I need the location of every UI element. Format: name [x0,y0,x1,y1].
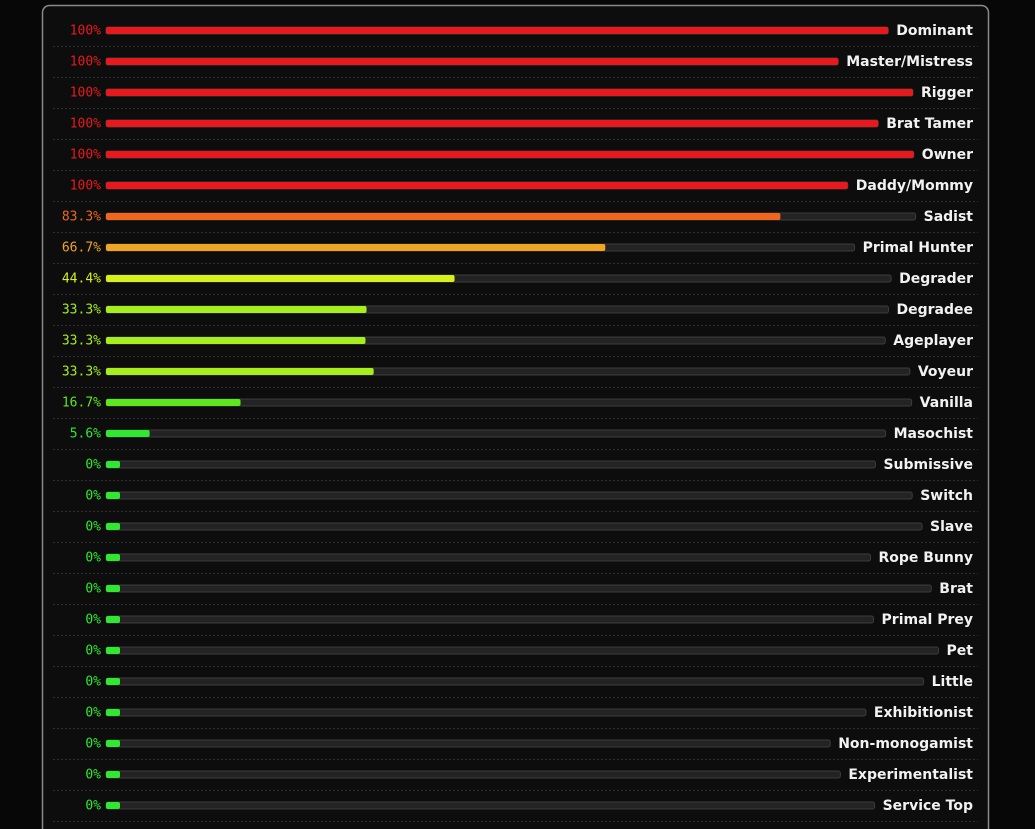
bar [106,182,848,189]
bar-track [105,553,871,562]
bar [106,554,120,561]
percent-label: 16.7% [62,396,101,411]
bar [106,709,120,716]
category-label: Degradee [896,302,973,318]
bar [106,244,606,251]
category-label: Non-monogamist [838,736,973,752]
bar [106,771,120,778]
bar [106,461,120,468]
category-label: Switch [920,488,973,504]
bar [106,58,839,65]
category-label: Brat [939,581,973,597]
bar [106,368,374,375]
bar [106,275,455,282]
bar-track [105,429,887,438]
percent-label: 0% [85,799,101,814]
percent-label: 100% [70,86,101,101]
category-label: Ageplayer [893,333,973,349]
bar-track [105,491,913,500]
category-label: Primal Prey [882,612,973,628]
bar-track [105,646,940,655]
bar [106,492,120,499]
bar [106,585,120,592]
category-label: Sadist [924,209,974,225]
results-panel [41,4,990,829]
category-label: Experimentalist [848,767,973,783]
percent-label: 0% [85,644,101,659]
percent-label: 5.6% [70,427,101,442]
percent-label: 100% [70,117,101,132]
bar-track [105,801,876,810]
bar [106,647,120,654]
bar-track [105,615,875,624]
category-label: Rope Bunny [879,550,974,566]
percent-label: 0% [85,613,101,628]
bar-track [105,708,867,717]
percent-label: 0% [85,489,101,504]
percent-label: 44.4% [62,272,101,287]
percent-label: 0% [85,706,101,721]
category-label: Pet [947,643,974,659]
percent-label: 100% [70,148,101,163]
result-rows: 100% Dominant 100% Master/Mistress 100% Rigge… [53,23,978,822]
category-label: Master/Mistress [846,54,973,70]
bar [106,430,150,437]
bar [106,616,120,623]
category-label: Submissive [883,457,973,473]
percent-label: 100% [70,179,101,194]
bar [106,151,914,158]
category-label: Masochist [894,426,974,442]
category-label: Dominant [896,23,973,39]
percent-label: 100% [70,55,101,70]
category-label: Service Top [883,798,973,814]
bar [106,213,781,220]
bar [106,27,889,34]
percent-label: 0% [85,520,101,535]
percent-label: 0% [85,737,101,752]
percent-label: 83.3% [62,210,101,225]
category-label: Exhibitionist [874,705,973,721]
bar-track [105,739,831,748]
percent-label: 0% [85,675,101,690]
bar [106,337,366,344]
percent-label: 0% [85,768,101,783]
bar [106,306,367,313]
category-label: Voyeur [918,364,973,380]
category-label: Slave [930,519,973,535]
category-label: Owner [922,147,973,163]
bar-track [105,584,932,593]
category-label: Little [932,674,973,690]
bar [106,120,879,127]
percent-label: 33.3% [62,303,101,318]
bar [106,740,120,747]
bar [106,89,913,96]
bar [106,399,241,406]
bar-track [105,460,876,469]
category-label: Rigger [921,85,973,101]
percent-label: 0% [85,582,101,597]
bar-track [105,677,925,686]
category-label: Degrader [899,271,973,287]
percent-label: 0% [85,551,101,566]
percent-label: 33.3% [62,334,101,349]
bar-track [105,522,923,531]
category-label: Daddy/Mommy [856,178,973,194]
percent-label: 0% [85,458,101,473]
bar [106,678,120,685]
bar [106,802,120,809]
percent-label: 33.3% [62,365,101,380]
percent-label: 66.7% [62,241,101,256]
bar [106,523,120,530]
category-label: Vanilla [920,395,973,411]
category-label: Brat Tamer [886,116,973,132]
bar-track [105,770,841,779]
percent-label: 100% [70,24,101,39]
category-label: Primal Hunter [863,240,974,256]
